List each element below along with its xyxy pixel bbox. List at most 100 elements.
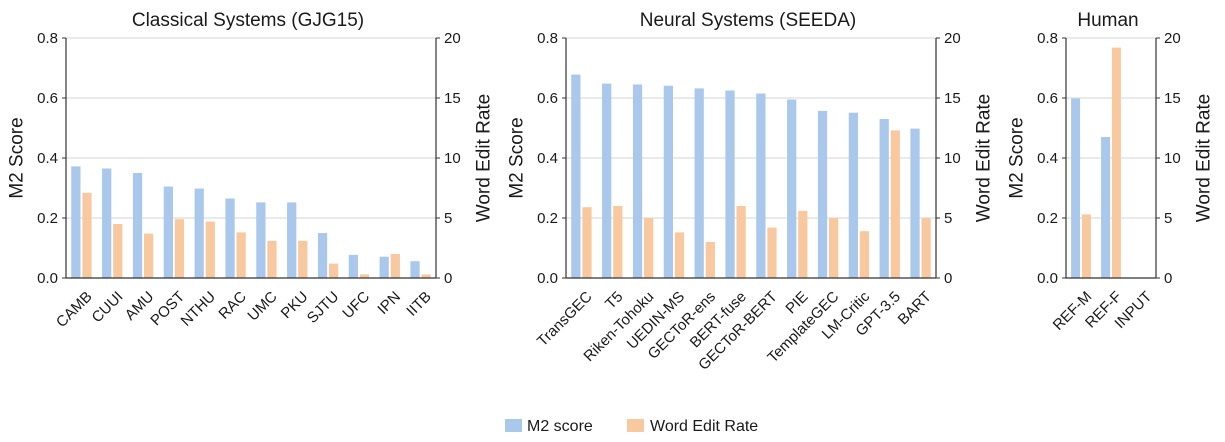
y-axis-title: M2 Score — [507, 117, 528, 198]
wer-bar-amu — [144, 233, 154, 278]
right-tick-label: 15 — [944, 90, 961, 107]
y-axis-title: M2 Score — [1007, 117, 1028, 198]
category-label: IPN — [374, 288, 404, 318]
left-tick-label: 0.6 — [37, 90, 58, 107]
wer-bar-t5 — [613, 206, 623, 278]
m2-bar-bart — [910, 128, 920, 278]
right-tick-label: 15 — [1164, 90, 1181, 107]
wer-bar-ipn — [390, 254, 400, 278]
wer-bar-sjtu — [329, 263, 339, 278]
wer-bar-gpt-3-5 — [890, 130, 900, 278]
left-tick-label: 0.0 — [37, 270, 58, 287]
right-tick-label: 0 — [444, 270, 452, 287]
wer-bar-camb — [82, 192, 92, 278]
wer-bar-uedin-ms — [674, 232, 685, 278]
wer-bar-templategec — [829, 218, 839, 278]
m2-bar-ufc — [348, 254, 358, 278]
category-label: SJTU — [304, 288, 343, 327]
m2-bar-post — [163, 186, 173, 278]
wer-bar-bart — [921, 218, 931, 278]
right-tick-label: 20 — [944, 30, 961, 47]
y-axis-title: M2 Score — [7, 117, 28, 198]
right-tick-label: 10 — [444, 150, 461, 167]
category-label: CAMB — [53, 288, 96, 331]
m2-bar-amu — [132, 173, 143, 278]
wer-bar-post — [174, 219, 185, 278]
m2-bar-umc — [256, 202, 266, 278]
right-tick-label: 20 — [444, 30, 461, 47]
y2-axis-title: Word Edit Rate — [1194, 94, 1215, 222]
right-tick-label: 5 — [444, 210, 452, 227]
m2-bar-sjtu — [317, 233, 328, 278]
wer-bar-ref-m — [1081, 214, 1091, 278]
m2-bar-uedin-ms — [663, 85, 673, 278]
panel-title: Human — [1077, 10, 1138, 31]
left-tick-label: 0.4 — [537, 150, 558, 167]
category-label: IITB — [403, 288, 434, 319]
m2-bar-pku — [287, 202, 297, 278]
legend-swatch-m2 — [505, 419, 522, 432]
right-tick-label: 20 — [1164, 30, 1181, 47]
m2-bar-gector-ens — [694, 88, 704, 279]
legend-swatch-wer — [627, 419, 644, 432]
category-label: TransGEC — [534, 288, 596, 350]
right-tick-label: 10 — [1164, 150, 1181, 167]
category-label: T5 — [602, 288, 626, 312]
wer-bar-pie — [798, 210, 808, 278]
m2-bar-transgec — [571, 74, 581, 278]
m2-bar-pie — [787, 99, 797, 278]
right-tick-label: 0 — [944, 270, 952, 287]
m2-bar-cuui — [102, 168, 112, 278]
wer-bar-riken-tohoku — [644, 218, 654, 278]
wer-bar-cuui — [113, 224, 123, 278]
left-tick-label: 0.8 — [537, 30, 558, 47]
left-tick-label: 0.8 — [37, 30, 58, 47]
wer-bar-transgec — [582, 207, 592, 278]
left-tick-label: 0.8 — [1037, 30, 1058, 47]
m2-bar-templategec — [817, 110, 828, 279]
legend-label-m2: M2 score — [527, 418, 593, 435]
category-label: NTHU — [178, 288, 219, 329]
wer-bar-pku — [298, 240, 308, 278]
wer-bar-ufc — [359, 274, 370, 278]
left-tick-label: 0.2 — [37, 210, 58, 227]
m2-bar-lm-critic — [848, 112, 858, 278]
legend-label-wer: Word Edit Rate — [650, 418, 758, 435]
category-label: CUUI — [89, 288, 127, 326]
wer-bar-lm-critic — [859, 231, 870, 278]
m2-bar-nthu — [194, 188, 204, 278]
m2-bar-rac — [225, 198, 235, 278]
right-tick-label: 10 — [944, 150, 961, 167]
left-tick-label: 0.2 — [1037, 210, 1058, 227]
wer-bar-bert-fuse — [736, 206, 746, 278]
wer-bar-rac — [236, 232, 246, 278]
y2-axis-title: Word Edit Rate — [974, 94, 995, 222]
m2-bar-ref-m — [1071, 98, 1081, 278]
m2-bar-ipn — [379, 256, 389, 278]
panel-title: Classical Systems (GJG15) — [132, 10, 364, 31]
wer-bar-gector-bert — [767, 227, 777, 278]
wer-bar-ref-f — [1111, 47, 1121, 278]
category-label: RAC — [215, 288, 250, 323]
wer-bar-gector-ens — [705, 242, 715, 278]
right-tick-label: 15 — [444, 90, 461, 107]
m2-bar-t5 — [602, 83, 612, 278]
m2-bar-bert-fuse — [725, 90, 735, 278]
right-tick-label: 5 — [1164, 210, 1172, 227]
left-tick-label: 0.6 — [1037, 90, 1058, 107]
wer-bar-iitb — [421, 274, 431, 278]
left-tick-label: 0.4 — [37, 150, 58, 167]
category-label: UMC — [244, 288, 280, 324]
panel-title: Neural Systems (SEEDA) — [640, 10, 856, 31]
right-tick-label: 5 — [944, 210, 952, 227]
left-tick-label: 0.6 — [537, 90, 558, 107]
y2-axis-title: Word Edit Rate — [474, 94, 495, 222]
left-tick-label: 0.4 — [1037, 150, 1058, 167]
category-label: UFC — [339, 288, 373, 322]
right-tick-label: 0 — [1164, 270, 1172, 287]
wer-bar-nthu — [205, 221, 215, 278]
left-tick-label: 0.0 — [1037, 270, 1058, 287]
m2-bar-ref-f — [1101, 137, 1111, 278]
